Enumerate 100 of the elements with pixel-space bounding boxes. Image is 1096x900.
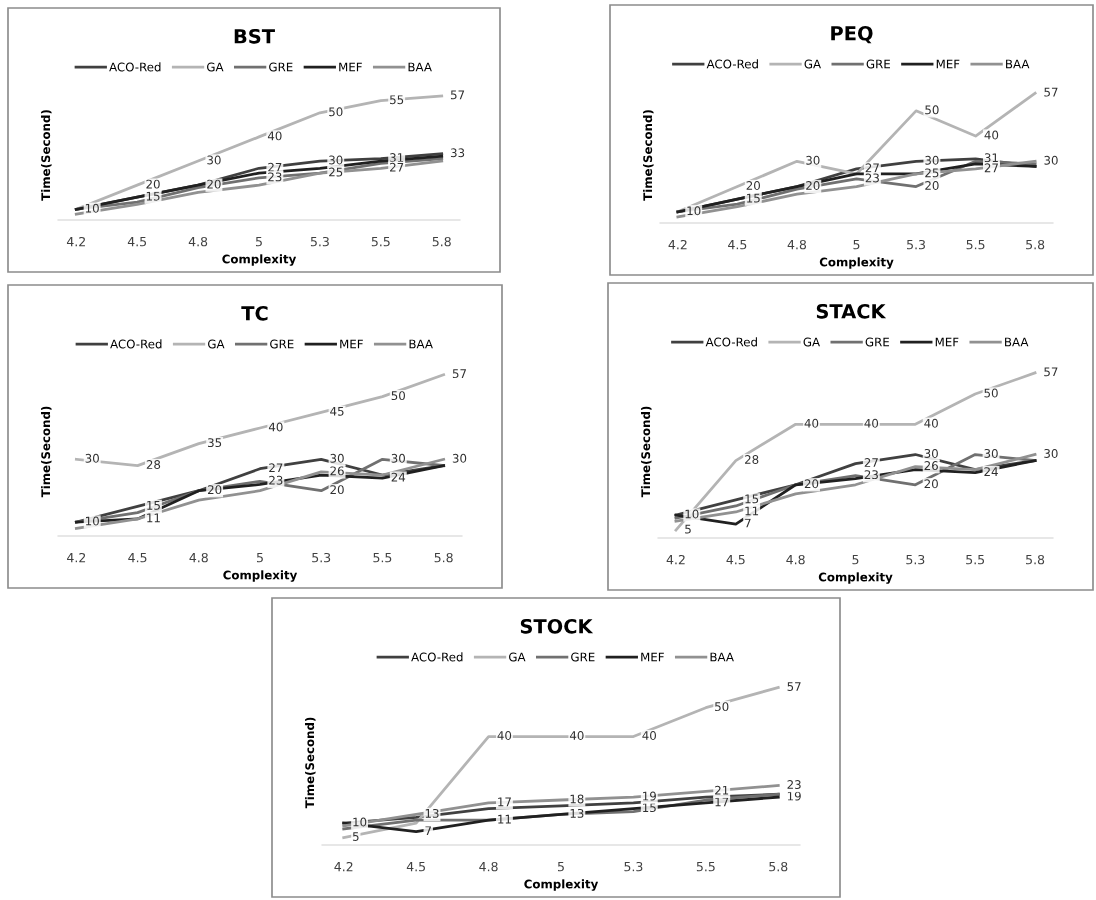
data-label: 20 <box>207 485 222 495</box>
data-label: 28 <box>146 460 161 470</box>
data-label: 50 <box>329 107 343 117</box>
chart-title: STACK <box>816 303 887 319</box>
data-label: 30 <box>330 453 344 463</box>
legend-label: MEF <box>935 337 959 347</box>
x-tick-label: 4.2 <box>67 552 86 563</box>
x-tick-label: 5.8 <box>432 236 451 247</box>
data-label: 24 <box>984 467 998 476</box>
data-label: 28 <box>745 455 759 464</box>
x-tick-label: 5.3 <box>906 554 925 565</box>
data-label: 40 <box>267 131 282 141</box>
data-label: 5 <box>352 832 359 841</box>
data-label: 15 <box>747 193 760 203</box>
data-label: 15 <box>147 501 160 510</box>
data-label: 55 <box>390 95 404 105</box>
data-label: 40 <box>924 418 938 428</box>
x-tick-label: 5.5 <box>373 553 392 563</box>
data-label: 57 <box>787 682 801 691</box>
data-label: 50 <box>391 391 405 401</box>
x-tick-label: 5.8 <box>1026 554 1045 565</box>
chart-title: PEQ <box>831 25 873 44</box>
data-label: 15 <box>643 803 656 813</box>
x-tick-label: 4.5 <box>728 240 747 250</box>
legend-label: GRE <box>269 62 293 72</box>
data-label: 27 <box>390 162 404 172</box>
data-label: 57 <box>452 369 466 379</box>
x-tick-label: 5 <box>852 555 859 565</box>
data-label: 23 <box>864 470 878 480</box>
data-label: 27 <box>865 163 879 173</box>
data-label: 13 <box>425 808 439 818</box>
data-label: 27 <box>269 463 283 472</box>
data-label: 40 <box>268 422 283 432</box>
x-tick-label: 4.8 <box>479 861 498 872</box>
data-label: 45 <box>330 406 344 416</box>
y-axis-title: Time(Second) <box>305 717 316 809</box>
data-label: 7 <box>425 826 431 835</box>
data-label: 30 <box>1044 155 1058 165</box>
data-label: 31 <box>984 153 998 163</box>
data-label: 30 <box>1044 449 1058 458</box>
legend-label: BAA <box>710 652 734 662</box>
data-label: 20 <box>924 479 938 489</box>
data-label: 20 <box>806 181 820 190</box>
data-label: 10 <box>685 509 699 519</box>
x-tick-label: 4.8 <box>189 552 208 563</box>
data-label: 40 <box>864 418 879 428</box>
data-label: 11 <box>498 814 511 824</box>
x-tick-label: 5.3 <box>312 552 331 563</box>
x-tick-label: 4.2 <box>66 236 85 247</box>
chart-title: TC <box>241 305 268 321</box>
data-label: 27 <box>864 458 878 467</box>
data-label: 30 <box>207 155 221 165</box>
y-axis-title: Time(Second) <box>641 406 652 498</box>
data-label: 10 <box>687 206 701 216</box>
data-label: 30 <box>984 449 998 458</box>
legend-label: ACO-Red <box>705 337 757 347</box>
legend-label: GA <box>207 62 224 72</box>
data-label: 23 <box>269 475 283 485</box>
data-label: 30 <box>924 449 938 458</box>
x-tick-label: 5.8 <box>1026 239 1045 250</box>
data-label: 50 <box>925 105 939 115</box>
data-label: 57 <box>450 90 465 100</box>
data-label: 40 <box>569 731 584 740</box>
data-label: 20 <box>146 179 160 189</box>
data-label: 30 <box>329 155 343 165</box>
x-axis-title: Complexity <box>222 254 297 266</box>
legend-label: BAA <box>408 62 432 72</box>
legend-label: BAA <box>409 339 433 349</box>
data-label: 25 <box>925 168 939 178</box>
legend-label: MEF <box>340 339 363 349</box>
data-label: 30 <box>806 155 820 165</box>
data-label: 26 <box>330 466 344 476</box>
x-axis-title: Complexity <box>223 570 298 582</box>
x-tick-label: 5.8 <box>769 861 788 872</box>
data-label: 31 <box>390 153 404 163</box>
data-label: 30 <box>391 453 405 463</box>
data-label: 35 <box>208 438 222 448</box>
x-tick-label: 4.5 <box>128 553 147 563</box>
legend-label: ACO-Red <box>706 59 758 69</box>
data-label: 19 <box>787 791 801 801</box>
legend-label: GA <box>804 59 821 69</box>
chart-title: STOCK <box>520 618 594 634</box>
x-axis-title: Complexity <box>818 572 893 584</box>
x-tick-label: 5.5 <box>966 240 985 250</box>
x-tick-label: 5.5 <box>371 237 390 247</box>
data-label: 11 <box>147 513 160 523</box>
x-tick-label: 4.2 <box>666 554 685 565</box>
data-label: 24 <box>391 472 406 482</box>
data-label: 20 <box>330 485 344 495</box>
data-label: 17 <box>715 797 729 807</box>
data-label: 30 <box>452 453 467 463</box>
x-tick-label: 4.8 <box>787 239 807 250</box>
legend-label: BAA <box>1005 337 1029 347</box>
x-axis-title: Complexity <box>524 879 599 891</box>
chart-title: BST <box>234 28 275 44</box>
data-label: 20 <box>207 179 221 189</box>
x-axis-title: Complexity <box>819 257 894 269</box>
data-label: 15 <box>745 494 759 504</box>
data-label: 57 <box>1044 367 1058 377</box>
legend-label: ACO-Red <box>110 339 162 349</box>
